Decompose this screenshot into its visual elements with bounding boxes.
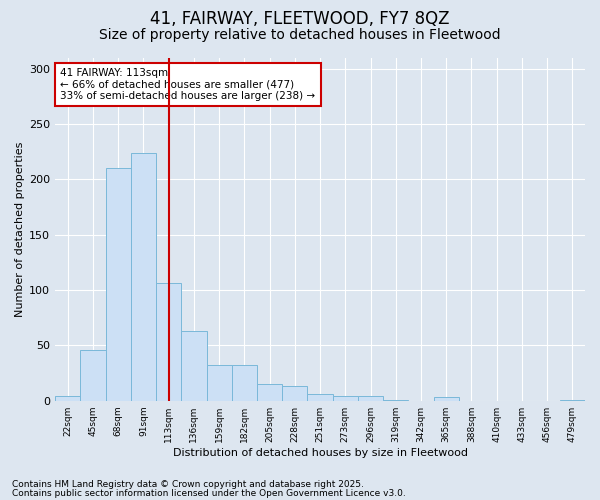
Text: Contains public sector information licensed under the Open Government Licence v3: Contains public sector information licen… [12,489,406,498]
Y-axis label: Number of detached properties: Number of detached properties [15,142,25,317]
Bar [358,396,383,400]
Bar [307,394,332,400]
Bar [181,331,206,400]
Bar [257,384,282,400]
Bar [55,396,80,400]
Bar [156,284,181,401]
Bar [332,396,358,400]
Bar [80,350,106,401]
Bar [106,168,131,400]
Text: Size of property relative to detached houses in Fleetwood: Size of property relative to detached ho… [99,28,501,42]
Text: Contains HM Land Registry data © Crown copyright and database right 2025.: Contains HM Land Registry data © Crown c… [12,480,364,489]
Bar [206,366,232,400]
Bar [282,386,307,400]
Bar [131,152,156,400]
Text: 41 FAIRWAY: 113sqm
← 66% of detached houses are smaller (477)
33% of semi-detach: 41 FAIRWAY: 113sqm ← 66% of detached hou… [61,68,316,101]
Bar [232,366,257,400]
X-axis label: Distribution of detached houses by size in Fleetwood: Distribution of detached houses by size … [173,448,467,458]
Bar [434,398,459,400]
Text: 41, FAIRWAY, FLEETWOOD, FY7 8QZ: 41, FAIRWAY, FLEETWOOD, FY7 8QZ [150,10,450,28]
